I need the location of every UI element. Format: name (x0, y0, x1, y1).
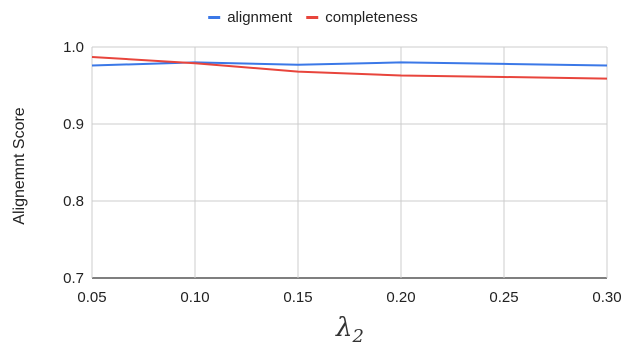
legend-item-completeness: completeness (306, 9, 418, 26)
legend-label: alignment (227, 9, 293, 26)
series-line-completeness (91, 56, 608, 80)
x-tick-label: 0.25 (489, 289, 518, 306)
series-line-alignment (91, 61, 608, 67)
y-axis-label: Alignemnt Score (11, 107, 28, 224)
x-tick-label: 0.15 (283, 289, 312, 306)
x-tick-label: 0.30 (592, 289, 621, 306)
x-tick-label: 0.10 (180, 289, 209, 306)
y-tick-label: 0.9 (63, 116, 84, 133)
x-axis-label-subscript: 2 (352, 326, 364, 347)
x-axis-label-symbol: λ (335, 313, 352, 343)
legend-label: completeness (325, 9, 418, 26)
x-axis-label: λ2 (335, 313, 364, 347)
y-tick-label: 0.7 (63, 270, 84, 287)
grid (91, 46, 608, 279)
legend: alignment completeness (208, 9, 418, 26)
series-lines (91, 56, 608, 80)
legend-item-alignment: alignment (208, 9, 293, 26)
legend-swatch (208, 16, 221, 19)
legend-swatch (306, 16, 319, 19)
y-tick-label: 0.8 (63, 193, 84, 210)
x-tick-label: 0.20 (386, 289, 415, 306)
y-tick-label: 1.0 (63, 39, 84, 56)
x-axis-ticks: 0.05 0.10 0.15 0.20 0.25 0.30 (77, 289, 621, 306)
y-axis-ticks: 0.7 0.8 0.9 1.0 (63, 39, 84, 287)
x-tick-label: 0.05 (77, 289, 106, 306)
